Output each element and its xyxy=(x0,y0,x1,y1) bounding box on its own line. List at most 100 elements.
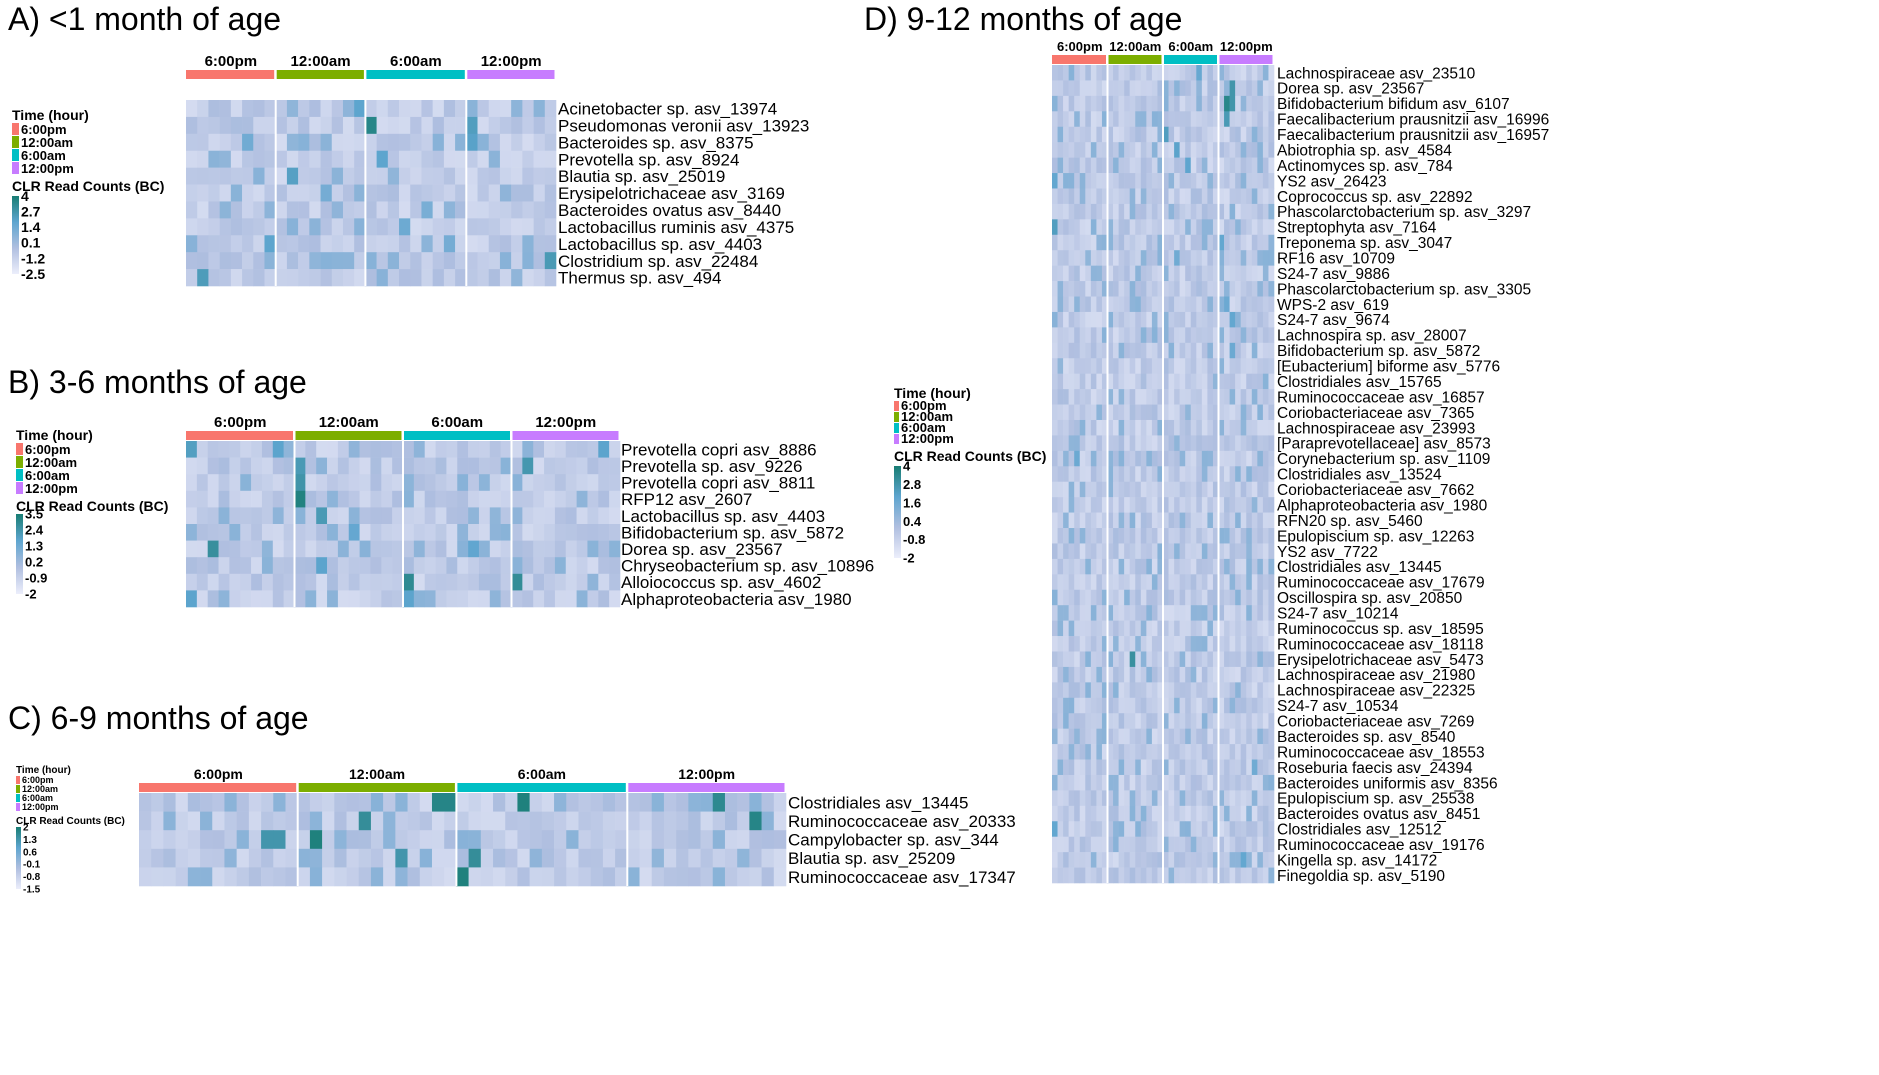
heatmap-cells xyxy=(139,793,787,887)
heatmap-cell xyxy=(1229,80,1236,97)
heatmap-cell xyxy=(1196,203,1203,220)
heatmap-cell xyxy=(1107,805,1114,822)
heatmap-cell xyxy=(1268,389,1275,405)
heatmap-cell xyxy=(1168,867,1175,884)
heatmap-cell xyxy=(1207,435,1214,452)
heatmap-cell xyxy=(298,201,310,219)
heatmap-cell xyxy=(1090,265,1097,282)
heatmap-cell xyxy=(1229,327,1236,344)
heatmap-cell xyxy=(1218,852,1225,868)
heatmap-cell xyxy=(1140,543,1147,560)
heatmap-cell xyxy=(1085,528,1092,544)
heatmap-cell xyxy=(1257,697,1264,714)
heatmap-cell xyxy=(1096,327,1103,344)
heatmap-cell xyxy=(1224,543,1230,560)
time-legend-swatch xyxy=(894,434,899,444)
heatmap-cell xyxy=(331,167,344,185)
heatmap-cell xyxy=(1079,744,1086,760)
heatmap-cell xyxy=(1068,95,1075,112)
heatmap-cell xyxy=(381,507,393,525)
heatmap-cell xyxy=(511,218,523,236)
heatmap-cell xyxy=(1190,296,1197,313)
heatmap-cell xyxy=(511,133,523,152)
heatmap-cell xyxy=(197,184,209,202)
heatmap-cell xyxy=(1212,157,1219,174)
heatmap-cell xyxy=(1146,157,1153,174)
heatmap-cell xyxy=(1163,373,1169,390)
heatmap-cell xyxy=(1240,605,1247,621)
heatmap-cell xyxy=(522,441,534,458)
heatmap-cell xyxy=(1068,744,1075,760)
heatmap-cell xyxy=(1224,512,1230,529)
heatmap-cell xyxy=(309,100,321,118)
heatmap-cell xyxy=(1168,589,1175,606)
heatmap-cell xyxy=(1229,836,1236,853)
heatmap-cell xyxy=(365,133,377,152)
heatmap-cell xyxy=(1063,528,1069,544)
heatmap-cell xyxy=(489,573,501,591)
heatmap-cell xyxy=(565,524,577,541)
heatmap-cell xyxy=(443,201,456,219)
heatmap-cell xyxy=(1174,126,1180,143)
heatmap-cell xyxy=(544,100,557,118)
heatmap-cell xyxy=(627,830,640,850)
heatmap-cell xyxy=(316,573,328,591)
heatmap-cell xyxy=(421,116,433,135)
heatmap-cell xyxy=(1101,744,1108,760)
heatmap-cell xyxy=(219,167,232,185)
heatmap-cell xyxy=(1163,543,1169,560)
heatmap-cell xyxy=(151,867,164,887)
heatmap-cell xyxy=(316,540,328,558)
heatmap-cell xyxy=(1052,728,1058,745)
heatmap-cell xyxy=(1090,620,1097,637)
heatmap-cell xyxy=(1113,95,1119,112)
heatmap-cell xyxy=(285,811,298,831)
heatmap-cell xyxy=(1085,188,1092,205)
heatmap-cell xyxy=(576,457,588,475)
heatmap-cell xyxy=(1057,327,1064,344)
heatmap-cell xyxy=(1185,389,1192,405)
heatmap-cell xyxy=(688,848,701,868)
heatmap-cell xyxy=(370,524,382,541)
time-group-label: 6:00am xyxy=(518,766,566,782)
heatmap-cell xyxy=(1212,111,1219,128)
heatmap-cell xyxy=(370,490,382,508)
heatmap-cell xyxy=(1218,466,1225,483)
heatmap-cell xyxy=(1229,188,1236,205)
heatmap-cell xyxy=(424,573,436,591)
heatmap-cell xyxy=(1101,203,1108,220)
heatmap-cell xyxy=(297,830,311,850)
heatmap-cell xyxy=(294,590,306,608)
heatmap-cell xyxy=(1262,697,1269,714)
heatmap-cell xyxy=(1090,281,1097,297)
heatmap-cell xyxy=(358,867,372,887)
heatmap-cell xyxy=(1224,728,1230,745)
heatmap-cell xyxy=(1229,821,1236,837)
heatmap-cell xyxy=(1257,759,1264,776)
heatmap-cell xyxy=(242,116,254,135)
heatmap-cell xyxy=(186,116,198,135)
heatmap-cell xyxy=(272,590,284,608)
clr-color-bar xyxy=(16,514,23,594)
heatmap-cell xyxy=(457,507,469,525)
heatmap-cell xyxy=(305,441,317,458)
heatmap-cell xyxy=(1163,481,1169,498)
heatmap-cell xyxy=(544,474,556,492)
heatmap-cell xyxy=(544,457,556,475)
heatmap-cell xyxy=(253,100,265,118)
heatmap-cell xyxy=(348,557,360,575)
heatmap-cell xyxy=(1246,157,1253,174)
heatmap-cell xyxy=(253,252,265,270)
heatmap-cell xyxy=(609,540,621,558)
heatmap-cell xyxy=(236,793,250,812)
heatmap-cell xyxy=(676,867,689,887)
row-label: Clostridiales asv_12512 xyxy=(1277,822,1442,839)
heatmap-cell xyxy=(1140,95,1147,112)
heatmap-cell xyxy=(1101,80,1108,97)
heatmap-cell xyxy=(1113,697,1119,714)
heatmap-cell xyxy=(1124,744,1130,760)
heatmap-cell xyxy=(1146,342,1153,359)
heatmap-cell xyxy=(1224,852,1230,868)
heatmap-cell xyxy=(1085,80,1092,97)
heatmap-cell xyxy=(1124,497,1130,513)
